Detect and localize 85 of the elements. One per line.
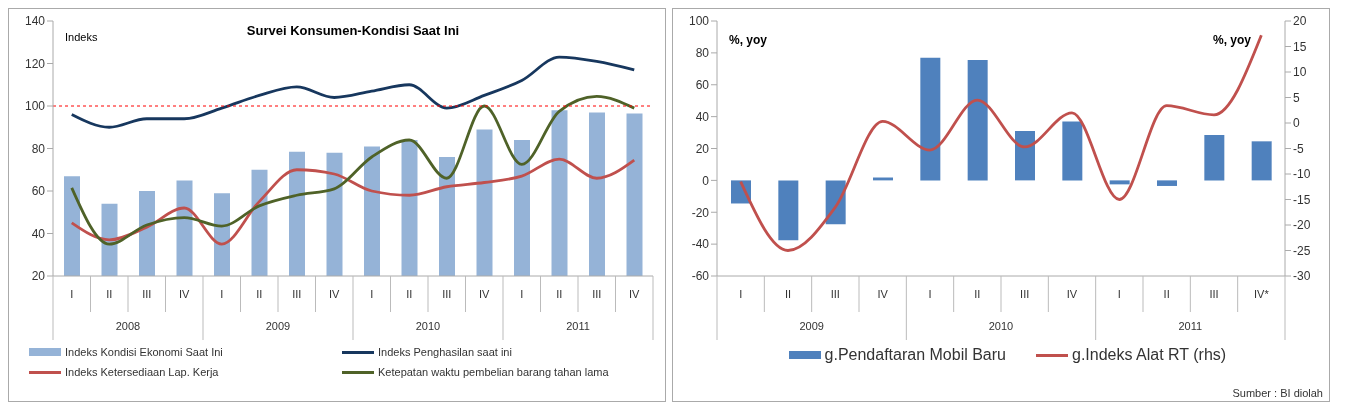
x-tick-label: IV bbox=[629, 288, 641, 300]
text: 2008 bbox=[115, 320, 141, 332]
x-tick-label: III bbox=[142, 288, 152, 300]
x-tick-label: I bbox=[220, 288, 224, 300]
y-tick-label: 40 bbox=[31, 226, 46, 241]
y2-tick-label: 5 bbox=[1293, 90, 1300, 105]
legend-label: g.Pendaftaran Mobil Baru bbox=[824, 346, 1006, 364]
line-series bbox=[70, 157, 636, 246]
y-tick-label: 0 bbox=[702, 173, 710, 188]
y-tick-label: 120 bbox=[24, 56, 46, 71]
y2-tick-label: -30 bbox=[1293, 269, 1311, 284]
bar bbox=[1062, 121, 1083, 181]
x-tick-label: II bbox=[784, 288, 792, 300]
x-tick-label: III bbox=[1020, 288, 1030, 300]
x-tick-label: IV bbox=[1066, 288, 1078, 300]
y-tick-label: 60 bbox=[31, 184, 46, 199]
y-tick-label: -40 bbox=[691, 237, 710, 252]
legend-label: g.Indeks Alat RT (rhs) bbox=[1072, 346, 1227, 364]
y-tick-label: 80 bbox=[695, 46, 710, 61]
x-tick-label: I bbox=[1117, 288, 1121, 300]
y-axis-title: %, yoy bbox=[729, 33, 768, 47]
x-tick-label: II bbox=[256, 288, 263, 300]
x-tick-label: III bbox=[592, 288, 602, 300]
y2-tick-label: 0 bbox=[1293, 116, 1300, 131]
x-tick-label: IV bbox=[329, 288, 341, 300]
y-axis-title: Indeks bbox=[65, 31, 98, 43]
y2-tick-label: -15 bbox=[1293, 192, 1311, 207]
text: Sumber : BI diolah bbox=[1232, 387, 1323, 399]
x-tick-label: I bbox=[520, 288, 524, 300]
y-tick-label: 80 bbox=[31, 141, 46, 156]
x-tick-label: II bbox=[406, 288, 413, 300]
y2-tick-label: 10 bbox=[1293, 65, 1307, 80]
bar bbox=[1204, 134, 1225, 181]
text: 2011 bbox=[1178, 320, 1203, 332]
x-tick-label: IV bbox=[479, 288, 491, 300]
legend-label: Ketepatan waktu pembelian barang tahan lama bbox=[378, 366, 609, 378]
y-tick-label: 60 bbox=[695, 78, 710, 93]
text: 2009 bbox=[265, 320, 291, 332]
y2-tick-label: -20 bbox=[1293, 218, 1311, 233]
bar bbox=[1251, 141, 1272, 181]
x-tick-label: I bbox=[739, 288, 743, 300]
x-tick-label: II bbox=[1163, 288, 1170, 300]
y-tick-label: 40 bbox=[695, 109, 710, 124]
y2-tick-label: -10 bbox=[1293, 167, 1311, 182]
text: 2011 bbox=[566, 320, 590, 332]
y-tick-label: 100 bbox=[24, 99, 46, 114]
y-tick-label: -20 bbox=[691, 205, 710, 220]
x-tick-label: III bbox=[442, 288, 452, 300]
x-tick-label: II bbox=[106, 288, 113, 300]
legend-label: Indeks Kondisi Ekonomi Saat Ini bbox=[65, 346, 223, 358]
y2-tick-label: 15 bbox=[1293, 39, 1307, 54]
y-tick-label: -60 bbox=[691, 269, 710, 284]
y-tick-label: 100 bbox=[688, 14, 710, 29]
x-tick-label: III bbox=[292, 288, 302, 300]
x-tick-label: IV bbox=[877, 288, 889, 300]
bar bbox=[920, 57, 941, 181]
chart-title: Survei Konsumen-Kondisi Saat Ini bbox=[246, 23, 460, 38]
y-tick-label: 20 bbox=[695, 141, 710, 156]
bar bbox=[967, 60, 988, 181]
bar bbox=[1015, 130, 1035, 181]
x-tick-label: III bbox=[830, 288, 840, 300]
bar bbox=[1109, 180, 1130, 185]
bar bbox=[778, 180, 799, 241]
line-series bbox=[70, 55, 636, 129]
y-tick-label: 20 bbox=[31, 269, 46, 284]
line-series bbox=[70, 95, 636, 246]
legend-label: Indeks Ketersediaan Lap. Kerja bbox=[65, 366, 219, 378]
x-tick-label: IV* bbox=[1253, 288, 1270, 300]
y2-tick-label: -5 bbox=[1293, 141, 1304, 156]
x-tick-label: I bbox=[928, 288, 932, 300]
text: 2010 bbox=[415, 320, 441, 332]
y-tick-label: 140 bbox=[24, 14, 46, 29]
x-tick-label: IV bbox=[179, 288, 191, 300]
x-tick-label: I bbox=[370, 288, 374, 300]
text: 2009 bbox=[799, 320, 824, 332]
bar bbox=[1157, 180, 1177, 186]
text: 2010 bbox=[988, 320, 1014, 332]
x-tick-label: II bbox=[556, 288, 563, 300]
y2-tick-label: -25 bbox=[1293, 243, 1311, 258]
x-tick-label: III bbox=[1209, 288, 1219, 300]
y2-tick-label: 20 bbox=[1293, 14, 1307, 29]
x-tick-label: I bbox=[70, 288, 74, 300]
x-tick-label: II bbox=[974, 288, 981, 300]
y2-axis-title: %, yoy bbox=[1212, 33, 1251, 47]
legend-label: Indeks Penghasilan saat ini bbox=[378, 346, 512, 358]
